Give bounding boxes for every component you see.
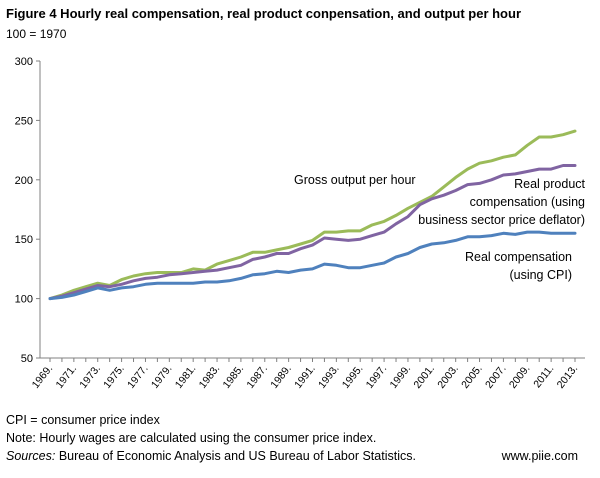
cpi-footnote: CPI = consumer price index [6,413,160,427]
sources-label: Sources: [6,449,56,463]
label-real-product-comp: compensation (using [470,195,585,209]
x-tick-label: 1969. [30,363,56,391]
x-tick-label: 1995. [340,363,366,391]
x-tick-label: 2003. [435,363,461,391]
x-tick-label: 1983. [197,363,223,391]
x-tick-label: 2001. [411,363,437,391]
label-real-product-comp: Real product [514,177,585,191]
x-tick-label: 1981. [173,363,199,391]
series-line-2 [48,230,577,301]
x-tick-label: 2011. [531,363,556,390]
x-tick-label: 2013. [555,363,581,391]
x-tick-label: 1989. [268,363,294,391]
label-real-comp: Real compensation [465,250,572,264]
x-tick-label: 2005. [459,363,485,391]
y-tick-label: 50 [21,353,33,365]
x-tick-label: 1973. [77,363,103,391]
x-tick-label: 1979. [149,363,175,391]
x-tick-label: 1985. [221,363,247,391]
series-layer [48,129,577,301]
y-tick-label: 250 [15,115,33,127]
label-gross-output: Gross output per hour [294,173,416,187]
annotation-layer: Gross output per hour Real product compens… [294,173,586,282]
x-tick-label: 1997. [364,363,390,391]
x-tick-label: 1993. [316,363,342,391]
x-tick-label: 2009. [507,363,533,391]
y-tick-label: 100 [15,294,33,306]
x-tick-label: 1971. [53,363,79,391]
label-real-product-comp: business sector price deflator) [418,213,585,227]
method-note: Note: Hourly wages are calculated using … [6,431,377,445]
y-tick-label: 300 [15,56,33,68]
x-tick-label: 1999. [388,363,414,391]
x-tick-label: 1977. [125,363,151,391]
x-tick-label: 1987. [244,363,270,391]
series-line-0 [48,129,577,301]
y-tick-label: 150 [15,234,33,246]
sources-text: Bureau of Economic Analysis and US Burea… [55,449,416,463]
chart-subtitle: 100 = 1970 [6,27,67,41]
x-tick-label: 2007. [483,363,509,391]
x-tick-label: 1991. [292,363,318,391]
chart-title: Figure 4 Hourly real compensation, real … [6,6,521,21]
x-tick-label: 1975. [101,363,127,391]
series-line-1 [48,164,577,301]
piie-credit: www.piie.com [501,449,578,463]
sources-note: Sources: Bureau of Economic Analysis and… [6,449,416,463]
label-real-comp: (using CPI) [509,268,572,282]
y-tick-label: 200 [15,175,33,187]
